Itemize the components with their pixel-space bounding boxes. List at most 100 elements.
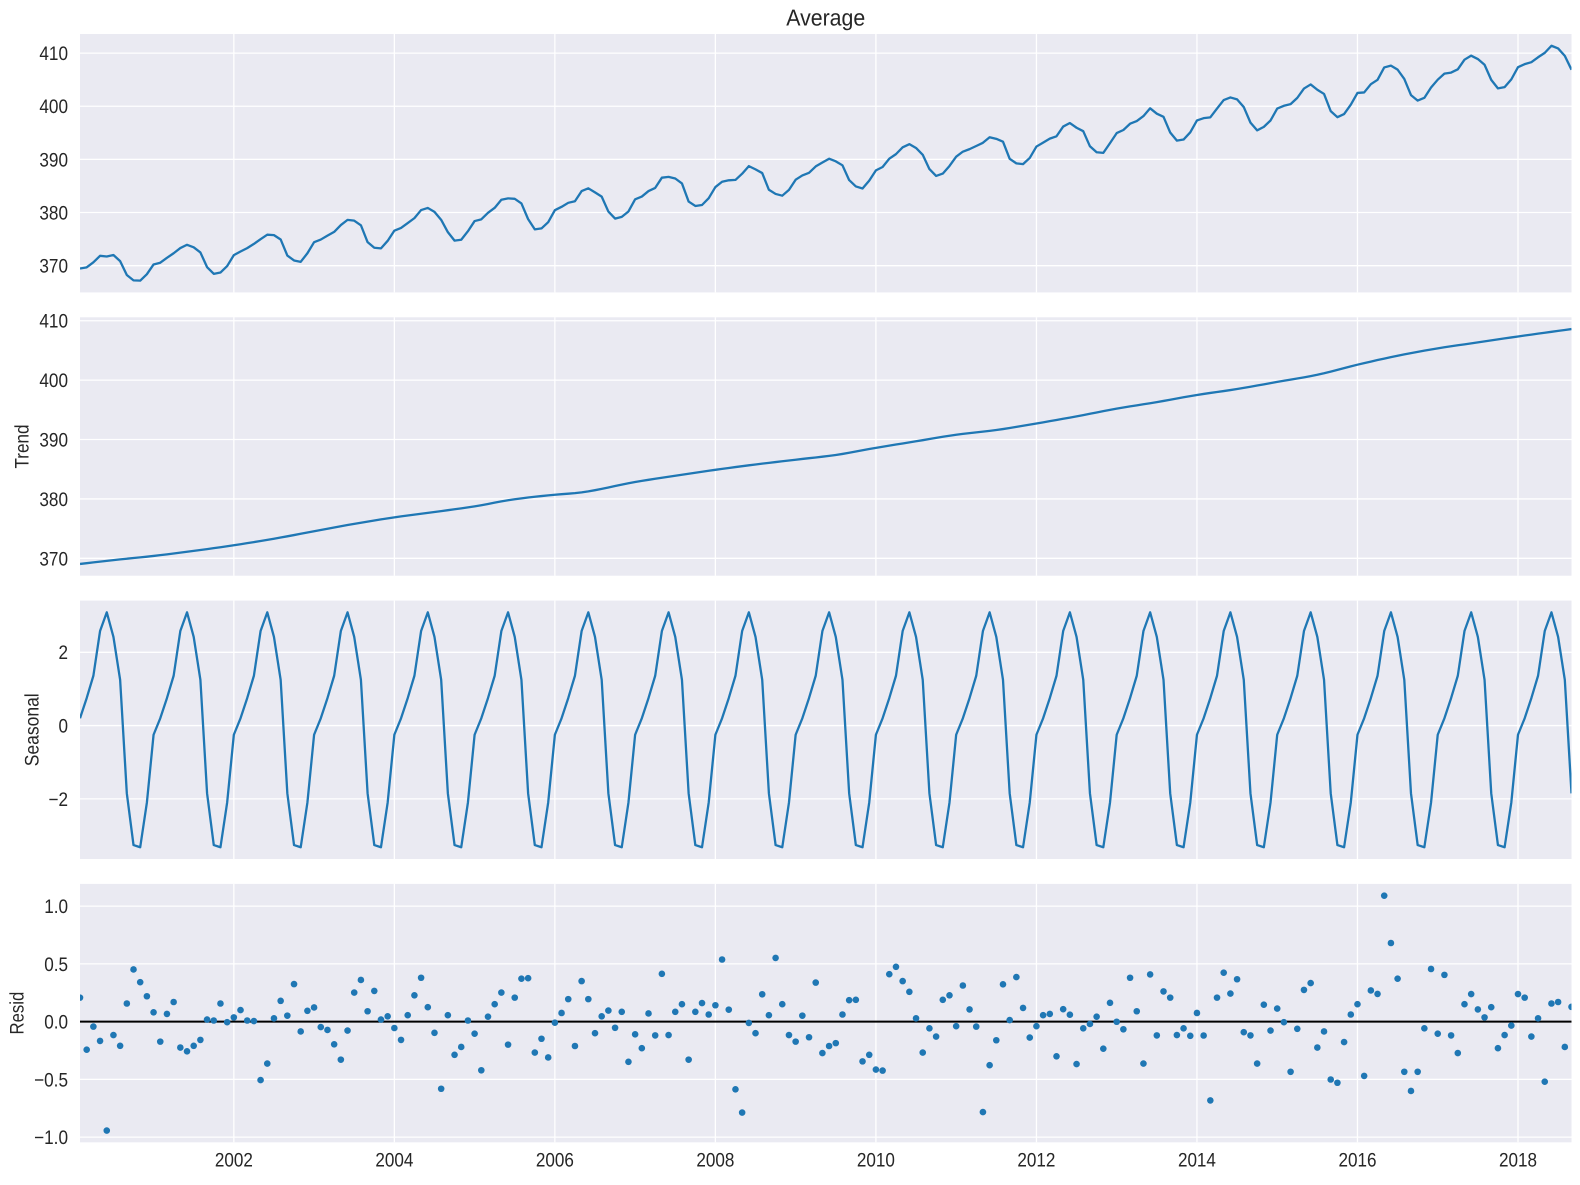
resid-point	[504, 1041, 512, 1048]
resid-point	[1561, 1043, 1569, 1051]
resid-point	[417, 974, 425, 982]
resid-point	[210, 1017, 218, 1024]
resid-point	[899, 977, 906, 985]
resid-point	[1073, 1060, 1080, 1068]
resid-point	[96, 1037, 104, 1045]
resid-point	[257, 1076, 264, 1084]
seasonal-line	[80, 611, 1572, 849]
observed-series	[80, 44, 1572, 282]
y-tick-label: −1.0	[34, 1127, 68, 1149]
resid-point	[859, 1058, 866, 1065]
resid-point	[1273, 1005, 1281, 1012]
resid-point	[1200, 1032, 1207, 1039]
resid-point	[1086, 1020, 1094, 1028]
resid-point	[1327, 1076, 1335, 1083]
plot-area-observed	[80, 34, 1572, 293]
resid-point	[631, 1031, 639, 1038]
x-tick-label: 2018	[1499, 1150, 1537, 1172]
resid-point	[638, 1044, 646, 1052]
resid-point	[177, 1044, 184, 1051]
resid-point	[1180, 1025, 1187, 1032]
resid-point	[324, 1026, 331, 1034]
resid-point	[1508, 1022, 1515, 1029]
y-tick-label: 1.0	[44, 896, 68, 918]
resid-point	[1220, 969, 1227, 976]
resid-point	[538, 1035, 545, 1043]
resid-point	[1039, 1011, 1047, 1019]
resid-point	[618, 1008, 626, 1016]
resid-point	[1186, 1032, 1194, 1040]
resid-point	[1207, 1097, 1214, 1104]
resid-point	[839, 1011, 846, 1018]
panel-observed: 370 380 390 400 410	[39, 34, 1572, 293]
resid-point	[872, 1066, 880, 1073]
resid-point	[1307, 979, 1314, 987]
resid-point	[564, 995, 572, 1003]
resid-point	[190, 1042, 197, 1050]
resid-point	[1467, 990, 1475, 998]
y-axis-label-seasonal: Seasonal	[22, 693, 44, 766]
resid-point	[718, 956, 726, 963]
resid-point	[1253, 1060, 1261, 1067]
y-tick-label: 370	[39, 548, 68, 570]
seasonal-series	[80, 611, 1572, 849]
y-tick-label: −2	[49, 789, 69, 811]
resid-point	[1367, 987, 1375, 994]
resid-point	[591, 1029, 599, 1037]
resid-point	[678, 1000, 686, 1008]
x-tick-label: 2004	[375, 1150, 413, 1172]
resid-point	[979, 1108, 987, 1116]
resid-point	[1227, 990, 1234, 997]
resid-point	[1213, 994, 1221, 1001]
resid-point	[1093, 1013, 1100, 1020]
resid-point	[431, 1029, 438, 1037]
resid-point	[457, 1043, 465, 1051]
x-axis-labels: 2002 2004 2006 2008 2010 2012 2014 2016 2018	[215, 1150, 1537, 1172]
resid-point	[170, 998, 177, 1006]
resid-point	[304, 1007, 311, 1015]
resid-point	[1441, 971, 1448, 979]
resid-point	[1421, 1025, 1428, 1032]
resid-point	[136, 978, 144, 986]
resid-point	[1106, 999, 1114, 1007]
y-tick-label: 0.5	[44, 954, 68, 976]
resid-point	[203, 1016, 211, 1023]
resid-point	[1554, 998, 1562, 1006]
resid-point	[1006, 1016, 1013, 1024]
resid-point	[578, 977, 585, 985]
resid-point	[197, 1036, 204, 1044]
resid-point	[1240, 1028, 1248, 1036]
grid-observed	[80, 34, 1572, 293]
resid-point	[1481, 1014, 1488, 1021]
resid-point	[1013, 973, 1020, 981]
resid-point	[551, 1019, 559, 1026]
resid-point	[611, 1024, 619, 1032]
resid-point	[986, 1061, 993, 1069]
y-tick-label: −0.5	[34, 1069, 68, 1091]
resid-point	[1267, 1027, 1274, 1034]
resid-point	[263, 1060, 271, 1067]
trend-series	[80, 327, 1572, 566]
resid-point	[799, 1012, 806, 1019]
resid-point	[1528, 1033, 1535, 1040]
plot-area-resid	[80, 883, 1572, 1143]
resid-point	[230, 1014, 238, 1021]
resid-point	[1133, 1007, 1141, 1015]
resid-point	[1193, 1009, 1201, 1017]
resid-point	[792, 1038, 799, 1045]
resid-point	[645, 1010, 652, 1017]
resid-point	[1548, 1000, 1555, 1007]
resid-point	[1447, 1032, 1455, 1039]
resid-point	[531, 1049, 539, 1056]
x-tick-label: 2014	[1178, 1150, 1216, 1172]
y-tick-label: 400	[39, 96, 68, 118]
resid-point	[297, 1028, 305, 1035]
resid-point	[491, 1000, 498, 1008]
resid-point	[558, 1009, 565, 1017]
resid-point	[544, 1054, 552, 1061]
y-tick-label: 390	[39, 429, 68, 451]
resid-point	[785, 1031, 793, 1039]
resid-point	[1113, 1018, 1120, 1026]
resid-point	[344, 1027, 351, 1034]
